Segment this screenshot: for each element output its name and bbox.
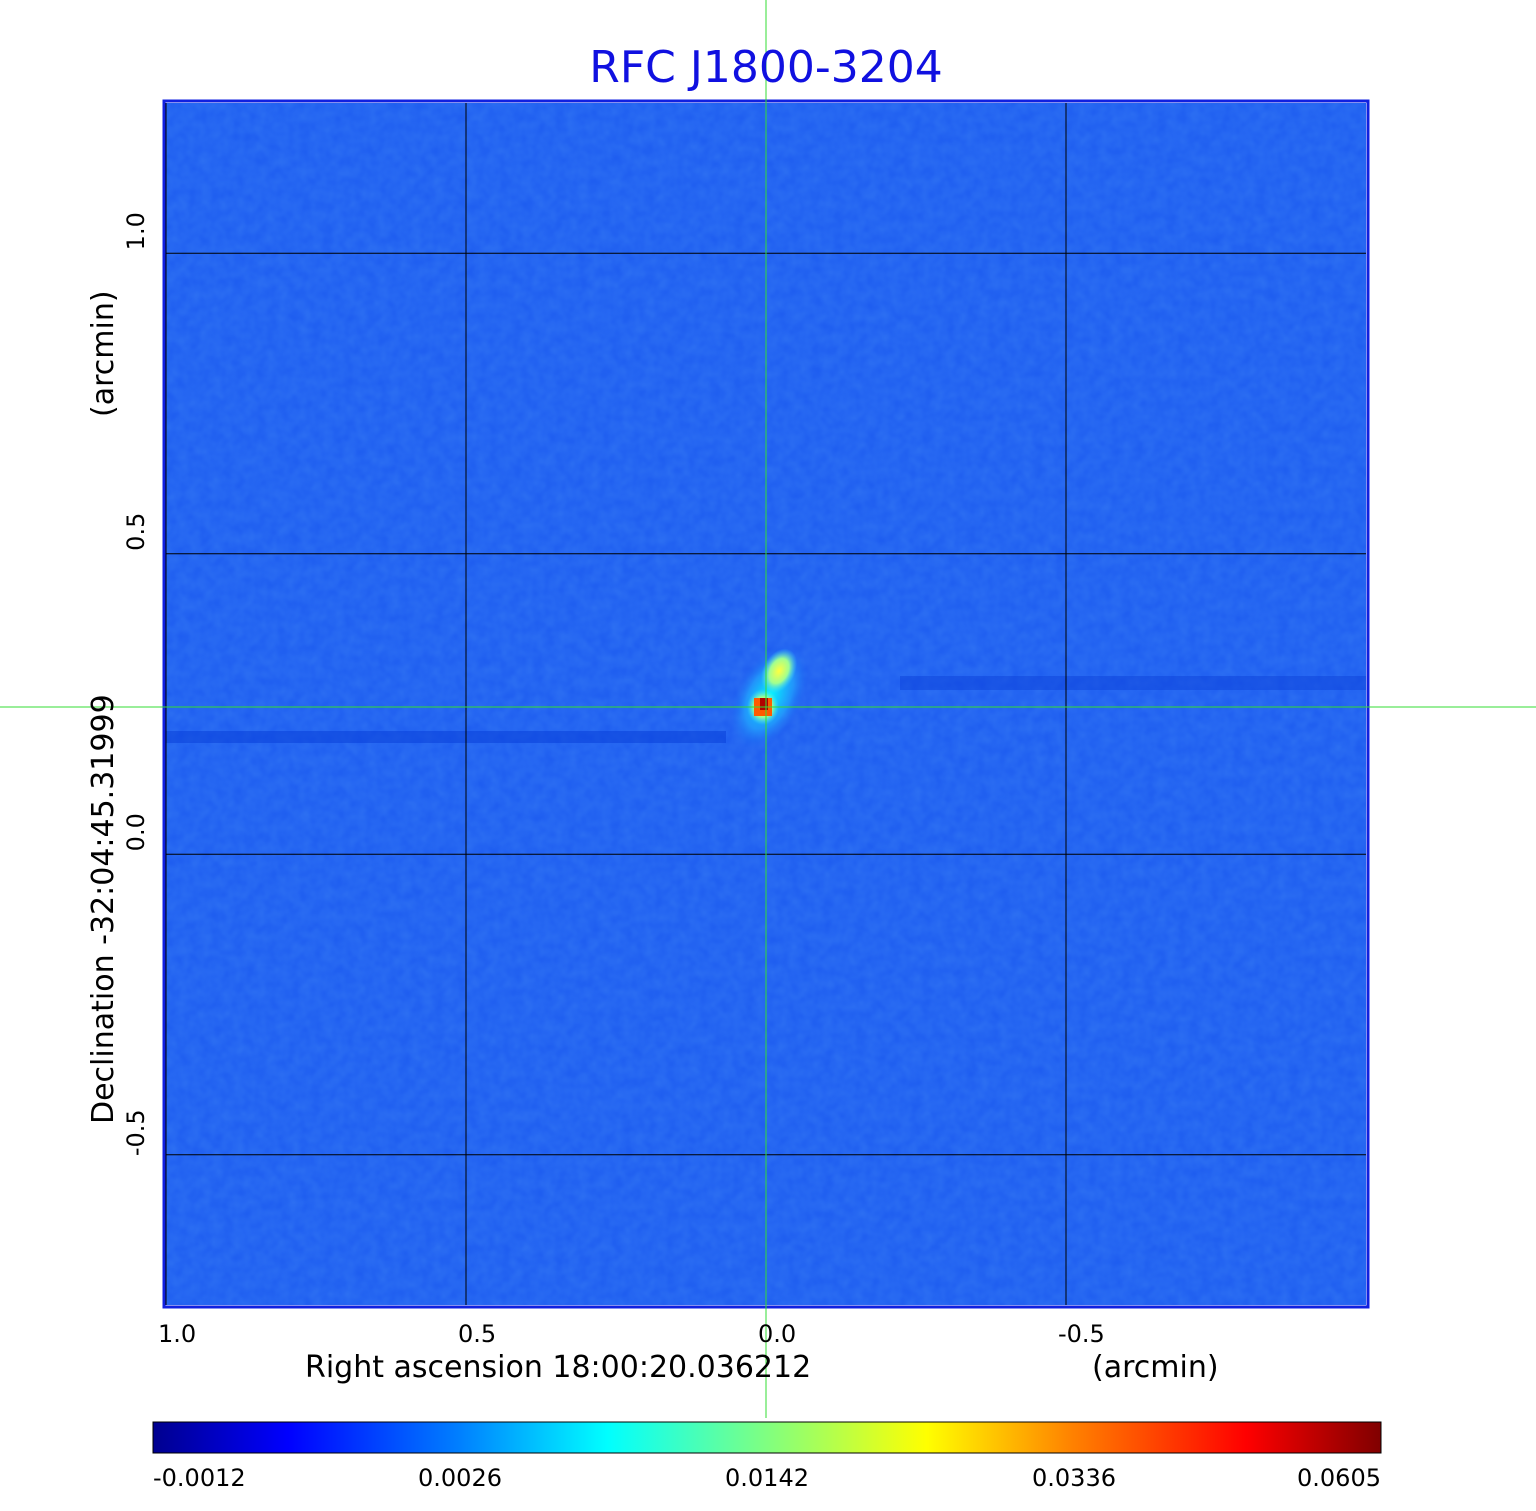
colorbar-tick-label: 0.0026 <box>418 1464 502 1492</box>
x-tick-label: 0.5 <box>458 1320 496 1348</box>
source-jet-knot <box>760 648 798 694</box>
sidelobe-streak <box>166 731 726 743</box>
x-tick-labels: 1.0 0.5 0.0 -0.5 <box>158 1320 1105 1348</box>
y-tick-label: 1.0 <box>122 212 150 250</box>
y-tick-label: 0.0 <box>122 813 150 851</box>
y-axis-unit: (arcmin) <box>86 290 121 417</box>
x-axis-title: Right ascension 18:00:20.036212 <box>305 1350 811 1385</box>
x-axis-unit: (arcmin) <box>1092 1350 1219 1385</box>
colorbar-tick-label: 0.0336 <box>1032 1464 1116 1492</box>
colorbar-tick-label: 0.0142 <box>725 1464 809 1492</box>
colorbar-tick-label: 0.0605 <box>1297 1464 1381 1492</box>
colorbar-tick-label: -0.0012 <box>153 1464 246 1492</box>
source-peak-pixel <box>760 698 768 711</box>
x-tick-label: 0.0 <box>758 1320 796 1348</box>
y-tick-label: 0.5 <box>122 513 150 551</box>
y-tick-label: -0.5 <box>122 1109 150 1156</box>
x-tick-label: -0.5 <box>1058 1320 1105 1348</box>
crosshair <box>0 0 1536 1418</box>
y-axis-title: Declination -32:04:45.31999 <box>86 694 121 1124</box>
y-tick-labels: 1.0 0.5 0.0 -0.5 <box>122 212 150 1156</box>
x-tick-label: 1.0 <box>158 1320 196 1348</box>
chart-title: RFC J1800-3204 <box>589 42 942 93</box>
sidelobe-streak-right <box>900 676 1366 690</box>
colorbar <box>152 1421 1382 1454</box>
colorbar-tick-labels: -0.0012 0.0026 0.0142 0.0336 0.0605 <box>153 1464 1381 1492</box>
